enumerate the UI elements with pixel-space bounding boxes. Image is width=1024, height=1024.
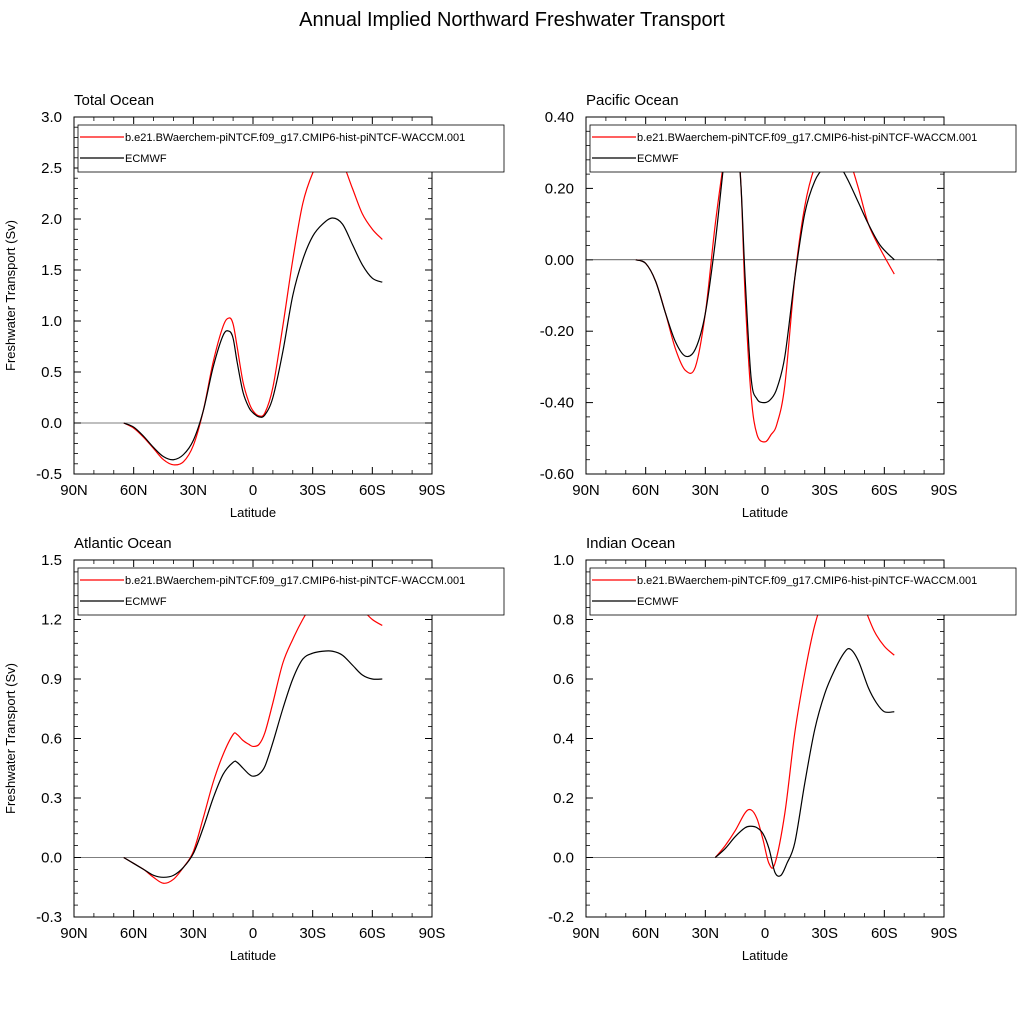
x-tick-label: 30N: [692, 482, 720, 499]
x-axis-label: Latitude: [742, 505, 788, 520]
x-tick-label: 60S: [359, 925, 386, 942]
panel-title: Pacific Ocean: [586, 92, 679, 109]
y-tick-label: 1.0: [41, 313, 62, 330]
series-line-model: [635, 125, 895, 443]
y-tick-label: 0.00: [545, 252, 574, 269]
x-tick-label: 0: [761, 925, 769, 942]
y-tick-label: -0.60: [540, 466, 574, 483]
x-tick-label: 60N: [632, 482, 660, 499]
y-tick-label: 1.0: [553, 552, 574, 569]
legend-box: [589, 124, 1017, 173]
panel-pacific-ocean: Pacific Ocean 90N 60N 30N 0 30S 60S 90S -0.60 -0…: [540, 92, 1017, 520]
legend-label: ECMWF: [125, 596, 167, 608]
y-tick-label: 0.4: [553, 731, 574, 748]
y-tick-label: 3.0: [41, 109, 62, 126]
y-axis-label: Freshwater Transport (Sv): [3, 663, 18, 814]
legend: b.e21.BWaerchem-piNTCF.f09_g17.CMIP6-his…: [589, 124, 1017, 173]
x-axis-label: Latitude: [230, 505, 276, 520]
y-tick-label: 0.5: [41, 364, 62, 381]
series-line-model: [123, 584, 383, 884]
panel-title: Atlantic Ocean: [74, 535, 172, 552]
x-axis-label: Latitude: [742, 948, 788, 963]
legend-box: [589, 567, 1017, 616]
series-line-model: [123, 150, 383, 466]
x-tick-label: 60N: [120, 482, 148, 499]
x-tick-label: 60N: [632, 925, 660, 942]
panel-title: Indian Ocean: [586, 535, 675, 552]
y-tick-label: 0.2: [553, 790, 574, 807]
x-tick-label: 90N: [60, 925, 88, 942]
series-line-ecmwf: [714, 647, 895, 877]
legend-label: ECMWF: [125, 153, 167, 165]
panel-total-ocean: Total Ocean 90N 60N 30N 0 30S 60S 90S -0.5 0.0 0.…: [3, 92, 505, 520]
legend: b.e21.BWaerchem-piNTCF.f09_g17.CMIP6-his…: [77, 124, 505, 173]
x-tick-label: 30S: [299, 482, 326, 499]
series-line-ecmwf: [123, 217, 383, 461]
x-tick-label: 30S: [811, 482, 838, 499]
y-tick-label: 1.2: [41, 612, 62, 629]
legend-label: b.e21.BWaerchem-piNTCF.f09_g17.CMIP6-his…: [637, 132, 977, 144]
x-tick-label: 60S: [871, 925, 898, 942]
figure-title: Annual Implied Northward Freshwater Tran…: [299, 9, 725, 31]
x-tick-label: 30S: [811, 925, 838, 942]
y-tick-label: -0.2: [548, 909, 574, 926]
legend-label: b.e21.BWaerchem-piNTCF.f09_g17.CMIP6-his…: [125, 132, 465, 144]
y-tick-label: 0.0: [41, 415, 62, 432]
legend: b.e21.BWaerchem-piNTCF.f09_g17.CMIP6-his…: [77, 567, 505, 616]
x-tick-label: 30N: [180, 925, 208, 942]
legend-box: [77, 567, 505, 616]
y-tick-label: 0.0: [41, 850, 62, 867]
y-axis-label: Freshwater Transport (Sv): [3, 220, 18, 371]
x-tick-label: 0: [249, 925, 257, 942]
panel-title: Total Ocean: [74, 92, 154, 109]
x-tick-label: 60N: [120, 925, 148, 942]
y-tick-label: -0.5: [36, 466, 62, 483]
y-tick-label: -0.40: [540, 395, 574, 412]
x-axis-label: Latitude: [230, 948, 276, 963]
x-tick-label: 90S: [419, 482, 446, 499]
y-tick-label: 0.0: [553, 850, 574, 867]
x-tick-label: 60S: [359, 482, 386, 499]
y-tick-label: 2.5: [41, 160, 62, 177]
x-tick-label: 0: [761, 482, 769, 499]
legend-label: b.e21.BWaerchem-piNTCF.f09_g17.CMIP6-his…: [125, 575, 465, 587]
x-tick-label: 30N: [692, 925, 720, 942]
x-tick-label: 90S: [931, 482, 958, 499]
legend-label: b.e21.BWaerchem-piNTCF.f09_g17.CMIP6-his…: [637, 575, 977, 587]
y-tick-label: 2.0: [41, 211, 62, 228]
panel-atlantic-ocean: Atlantic Ocean 90N 60N 30N 0 30S 60S 90S -0.3 0.…: [3, 535, 505, 963]
legend-label: ECMWF: [637, 153, 679, 165]
series-line-model: [714, 571, 895, 869]
y-tick-label: 0.3: [41, 790, 62, 807]
y-tick-label: 1.5: [41, 552, 62, 569]
y-tick-label: 0.6: [41, 731, 62, 748]
x-tick-label: 90N: [572, 482, 600, 499]
panel-indian-ocean: Indian Ocean 90N 60N 30N 0 30S 60S 90S -0.2 0.0 0…: [548, 535, 1017, 963]
y-tick-label: 1.5: [41, 262, 62, 279]
y-tick-label: 0.8: [553, 612, 574, 629]
x-tick-label: 60S: [871, 482, 898, 499]
y-tick-label: -0.3: [36, 909, 62, 926]
legend-label: ECMWF: [637, 596, 679, 608]
x-tick-label: 90N: [60, 482, 88, 499]
y-tick-label: 0.40: [545, 109, 574, 126]
x-tick-label: 30N: [180, 482, 208, 499]
x-tick-label: 30S: [299, 925, 326, 942]
y-tick-label: 0.9: [41, 671, 62, 688]
x-tick-label: 90N: [572, 925, 600, 942]
x-tick-label: 90S: [419, 925, 446, 942]
y-tick-label: 0.20: [545, 180, 574, 197]
series-line-ecmwf: [123, 650, 383, 878]
y-tick-label: 0.6: [553, 671, 574, 688]
x-tick-label: 90S: [931, 925, 958, 942]
legend: b.e21.BWaerchem-piNTCF.f09_g17.CMIP6-his…: [589, 567, 1017, 616]
x-tick-label: 0: [249, 482, 257, 499]
legend-box: [77, 124, 505, 173]
y-tick-label: -0.20: [540, 323, 574, 340]
